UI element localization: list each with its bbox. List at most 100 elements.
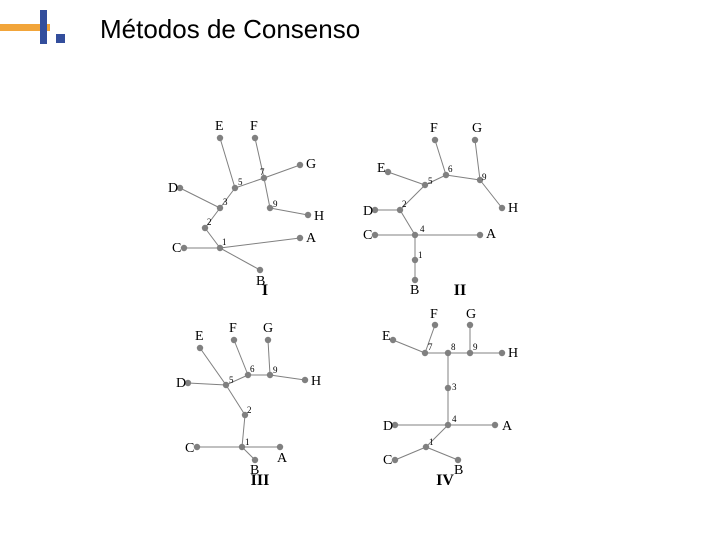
leaf-label: D (168, 181, 178, 196)
tree-IV: ABCDEFGH789341IV (382, 307, 518, 489)
slide: Métodos de Consenso ABCDEFGH123579IABCDE… (0, 0, 720, 540)
internal-label: 1 (245, 437, 250, 447)
leaf-label: A (306, 231, 317, 246)
leaf-node (197, 345, 203, 351)
edge (234, 340, 248, 375)
edge (388, 172, 425, 185)
leaf-node (257, 267, 263, 273)
internal-label: 5 (428, 176, 433, 186)
internal-label: 1 (222, 237, 227, 247)
leaf-node (472, 137, 478, 143)
edge (205, 228, 220, 248)
internal-label: 6 (448, 164, 453, 174)
slide-title: Métodos de Consenso (100, 14, 360, 45)
leaf-node (297, 162, 303, 168)
internal-label: 1 (429, 437, 434, 447)
edge (270, 208, 308, 215)
leaf-label: C (383, 453, 392, 468)
leaf-node (432, 322, 438, 328)
tree-II: ABCDEFGH142569II (363, 121, 518, 299)
edge (264, 165, 300, 178)
leaf-label: H (508, 201, 518, 216)
corner-decoration (0, 0, 70, 60)
internal-label: 1 (418, 250, 423, 260)
leaf-label: D (363, 204, 373, 219)
edge (220, 248, 260, 270)
leaf-node (390, 337, 396, 343)
edge (426, 447, 458, 460)
internal-label: 7 (260, 167, 265, 177)
leaf-label: F (430, 307, 438, 322)
internal-label: 9 (273, 199, 278, 209)
leaf-node (265, 337, 271, 343)
leaf-label: D (176, 376, 186, 391)
leaf-label: F (229, 321, 237, 336)
leaf-node (305, 212, 311, 218)
leaf-label: F (250, 119, 258, 134)
leaf-node (277, 444, 283, 450)
leaf-label: F (430, 121, 438, 136)
leaf-label: A (277, 451, 288, 466)
leaf-label: C (185, 441, 194, 456)
tree-id-label: III (251, 472, 270, 489)
edge (435, 140, 446, 175)
edge (220, 238, 300, 248)
leaf-node (492, 422, 498, 428)
internal-label: 3 (223, 197, 228, 207)
leaf-label: E (215, 119, 224, 134)
internal-label: 6 (250, 364, 255, 374)
leaf-label: G (466, 307, 476, 322)
internal-label: 4 (420, 224, 425, 234)
edge (268, 340, 270, 375)
trees-diagram: ABCDEFGH123579IABCDEFGH142569IIABCDEFGH1… (150, 80, 570, 510)
internal-node (412, 232, 418, 238)
leaf-label: B (410, 283, 419, 298)
edge (395, 447, 426, 460)
leaf-label: C (363, 228, 372, 243)
leaf-label: H (314, 209, 324, 224)
internal-node (445, 422, 451, 428)
leaf-label: C (172, 241, 181, 256)
internal-label: 3 (452, 382, 457, 392)
edge (226, 385, 245, 415)
leaf-node (385, 169, 391, 175)
leaf-label: E (195, 329, 204, 344)
edge (480, 180, 502, 208)
leaf-label: H (311, 374, 321, 389)
leaf-node (194, 444, 200, 450)
edge (188, 383, 226, 385)
leaf-label: D (383, 419, 393, 434)
internal-label: 9 (473, 342, 478, 352)
internal-label: 2 (247, 405, 252, 415)
leaf-label: A (486, 227, 497, 242)
edge (180, 188, 220, 208)
leaf-node (477, 232, 483, 238)
leaf-node (432, 137, 438, 143)
leaf-node (392, 457, 398, 463)
internal-label: 5 (229, 375, 234, 385)
leaf-label: A (502, 419, 513, 434)
leaf-label: H (508, 346, 518, 361)
internal-label: 7 (428, 342, 433, 352)
leaf-label: E (382, 329, 391, 344)
leaf-node (297, 235, 303, 241)
leaf-node (499, 350, 505, 356)
edge (200, 348, 226, 385)
leaf-node (252, 135, 258, 141)
internal-node (445, 385, 451, 391)
leaf-label: G (472, 121, 482, 136)
internal-label: 9 (273, 365, 278, 375)
leaf-node (217, 135, 223, 141)
tree-I: ABCDEFGH123579I (168, 119, 324, 299)
leaf-label: G (263, 321, 273, 336)
leaf-node (302, 377, 308, 383)
leaf-label: B (454, 463, 463, 478)
leaf-label: G (306, 157, 316, 172)
internal-label: 9 (482, 172, 487, 182)
edge (446, 175, 480, 180)
tree-id-label: I (262, 282, 268, 299)
edge (475, 140, 480, 180)
leaf-node (181, 245, 187, 251)
tree-id-label: II (454, 282, 466, 299)
edge (220, 138, 235, 188)
